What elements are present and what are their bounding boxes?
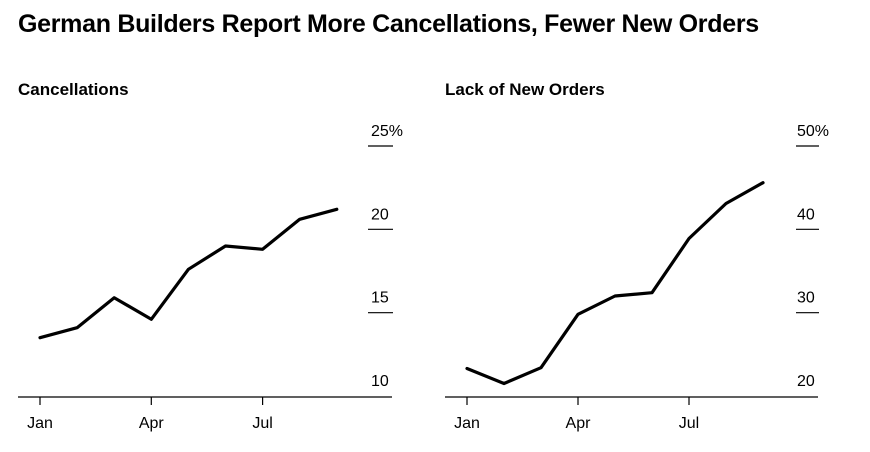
x-tick-label: Jul	[679, 415, 699, 432]
series-line	[465, 181, 765, 386]
y-tick-label: 30	[797, 290, 815, 307]
x-tick-label: Apr	[566, 415, 592, 432]
x-tick-label: Jan	[454, 415, 480, 432]
y-tick-label: 25%	[371, 123, 403, 140]
x-tick-label: Jul	[252, 415, 272, 432]
panel-title-lack-of-new-orders: Lack of New Orders	[445, 80, 605, 99]
y-tick-label: 20	[371, 206, 389, 223]
y-tick-label: 10	[371, 373, 389, 390]
y-tick-label: 40	[797, 206, 815, 223]
x-tick-label: Apr	[139, 415, 165, 432]
y-tick-label: 50%	[797, 123, 829, 140]
x-tick-label: Jan	[27, 415, 53, 432]
series-line	[38, 207, 339, 340]
panel-title-cancellations: Cancellations	[18, 80, 129, 99]
y-tick-label: 20	[797, 373, 815, 390]
y-tick-label: 15	[371, 290, 389, 307]
chart-title: German Builders Report More Cancellation…	[18, 10, 759, 38]
